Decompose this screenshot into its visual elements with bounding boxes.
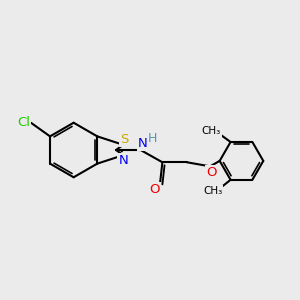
- Text: O: O: [149, 183, 160, 196]
- Text: Cl: Cl: [17, 116, 30, 129]
- Text: CH₃: CH₃: [202, 126, 221, 136]
- Text: CH₃: CH₃: [203, 186, 223, 196]
- Text: O: O: [206, 166, 217, 179]
- Text: N: N: [138, 137, 148, 150]
- Text: H: H: [148, 132, 158, 145]
- Text: N: N: [118, 154, 128, 166]
- Text: S: S: [120, 134, 129, 146]
